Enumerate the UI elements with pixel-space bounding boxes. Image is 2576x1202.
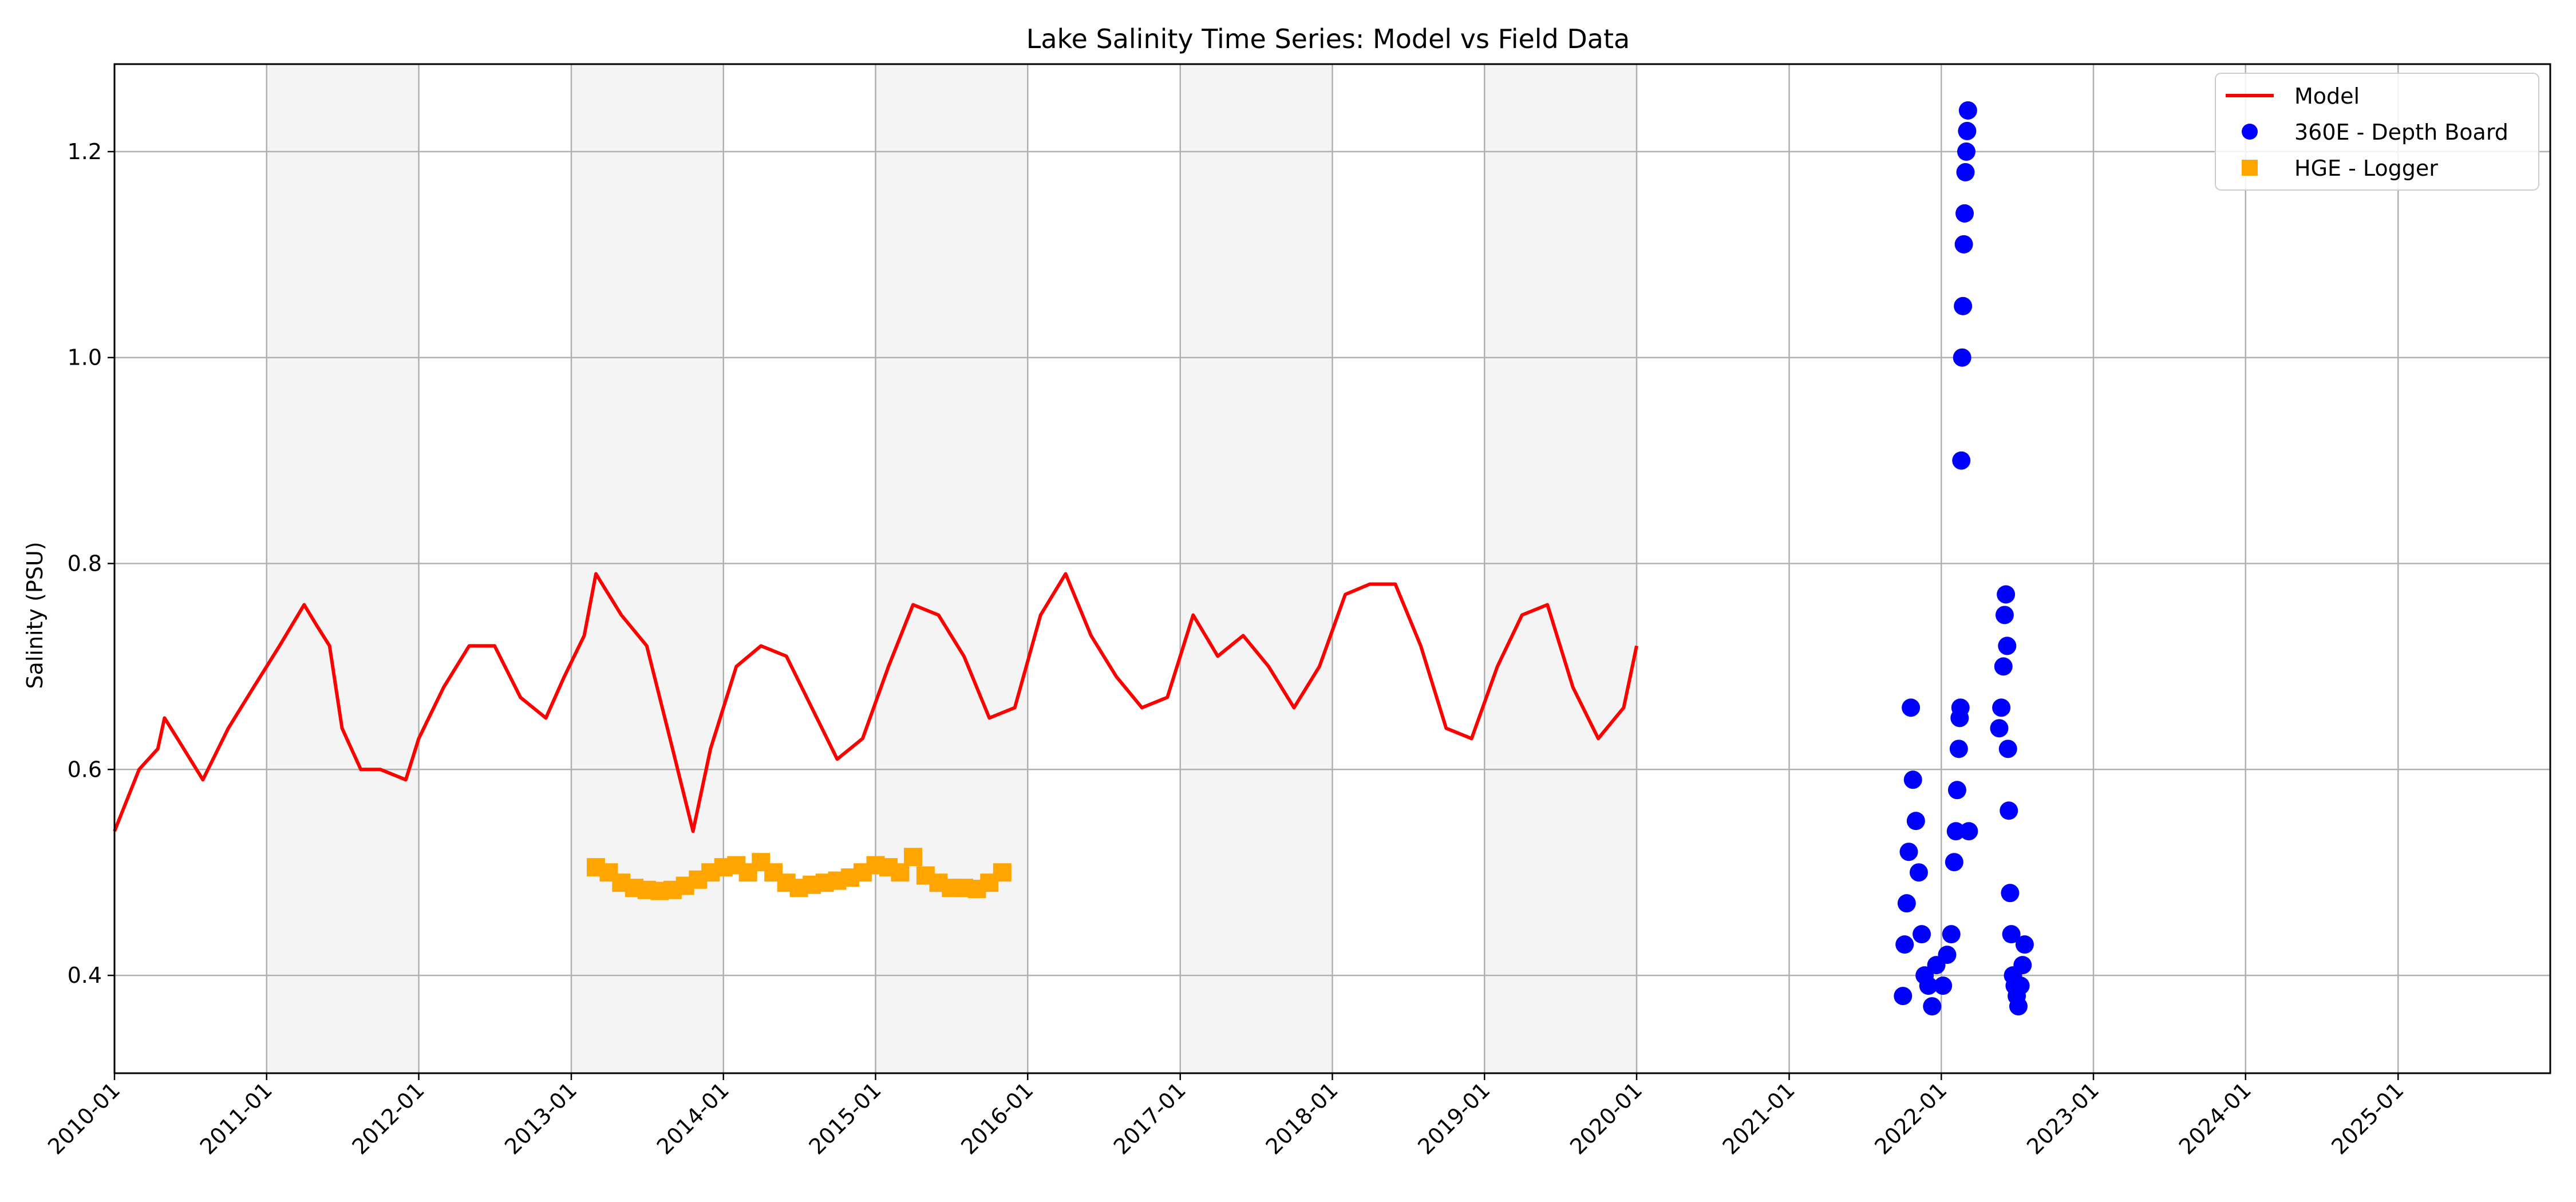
shaded-year-bands <box>266 64 1637 1073</box>
y-tick-label: 0.8 <box>68 551 102 576</box>
depth-board-point <box>2011 976 2030 995</box>
legend-depth-board-swatch <box>2242 124 2258 140</box>
shaded-year-2017 <box>1180 64 1333 1073</box>
legend: Model 360E - Depth Board HGE - Logger <box>2215 73 2539 191</box>
depth-board-point <box>1954 235 1973 254</box>
depth-board-point <box>2009 997 2028 1016</box>
data-series <box>113 101 2034 1016</box>
y-tick-label: 0.4 <box>68 963 102 988</box>
depth-board-point <box>1903 770 1922 789</box>
depth-board-point <box>1902 698 1921 717</box>
shaded-year-2015 <box>875 64 1028 1073</box>
depth-board-point <box>1945 853 1963 872</box>
logger-point <box>993 863 1012 882</box>
depth-board-point <box>1995 606 2014 624</box>
depth-board-point <box>1957 142 1976 161</box>
shaded-year-2019 <box>1484 64 1637 1073</box>
y-tick-label: 1.2 <box>68 139 102 164</box>
y-tick-label: 1.0 <box>68 345 102 370</box>
depth-board-point <box>2002 925 2021 944</box>
depth-board-point <box>1956 163 1975 181</box>
depth-board-point <box>1953 348 1971 367</box>
y-axis-label: Salinity (PSU) <box>22 541 48 689</box>
depth-board-point <box>1919 976 1938 995</box>
depth-board-point <box>1951 698 1970 717</box>
depth-board-point <box>1909 863 1928 882</box>
depth-board-point <box>2000 801 2018 820</box>
legend-logger-label: HGE - Logger <box>2294 156 2438 181</box>
depth-board-point <box>1952 451 1971 470</box>
legend-model-label: Model <box>2294 84 2360 109</box>
model-line <box>113 572 1638 833</box>
shaded-year-2011 <box>266 64 419 1073</box>
logger-point <box>891 863 910 882</box>
y-tick-label: 0.6 <box>68 757 102 782</box>
depth-board-point <box>1994 657 2013 676</box>
depth-board-point <box>1923 997 1942 1016</box>
depth-board-point <box>1998 740 2017 758</box>
depth-board-point <box>1958 121 1977 140</box>
depth-board-point <box>1959 822 1978 841</box>
depth-board-point <box>1949 740 1968 758</box>
series-model <box>113 572 1638 833</box>
depth-board-point <box>1899 843 1918 861</box>
shaded-year-2013 <box>571 64 724 1073</box>
depth-board-point <box>1946 822 1965 841</box>
legend-logger-swatch <box>2242 160 2258 176</box>
depth-board-point <box>2001 884 2020 903</box>
depth-board-point <box>1894 987 1913 1006</box>
depth-board-point <box>1913 925 1931 944</box>
depth-board-point <box>1906 812 1925 831</box>
depth-board-point <box>2013 956 2032 975</box>
depth-board-point <box>1895 935 1914 954</box>
depth-board-point <box>1992 698 2011 717</box>
series-360e-depth-board <box>1894 101 2034 1016</box>
depth-board-point <box>1997 585 2016 604</box>
depth-board-point <box>2015 935 2034 954</box>
legend-depth-board-label: 360E - Depth Board <box>2294 120 2508 145</box>
depth-board-point <box>1998 636 2017 655</box>
logger-point <box>904 848 923 867</box>
legend-box <box>2215 73 2539 191</box>
depth-board-point <box>1947 781 1966 800</box>
gridlines <box>113 64 2550 1073</box>
series-hge-logger <box>586 848 1012 900</box>
depth-board-point <box>1990 719 2009 738</box>
depth-board-point <box>1955 204 1974 223</box>
depth-board-point <box>1958 101 1977 120</box>
depth-board-point <box>1934 976 1953 995</box>
depth-board-point <box>1954 296 1973 315</box>
chart-title: Lake Salinity Time Series: Model vs Fiel… <box>1026 23 1630 54</box>
depth-board-point <box>1938 946 1957 964</box>
depth-board-point <box>1897 894 1916 913</box>
depth-board-point <box>1942 925 1961 944</box>
